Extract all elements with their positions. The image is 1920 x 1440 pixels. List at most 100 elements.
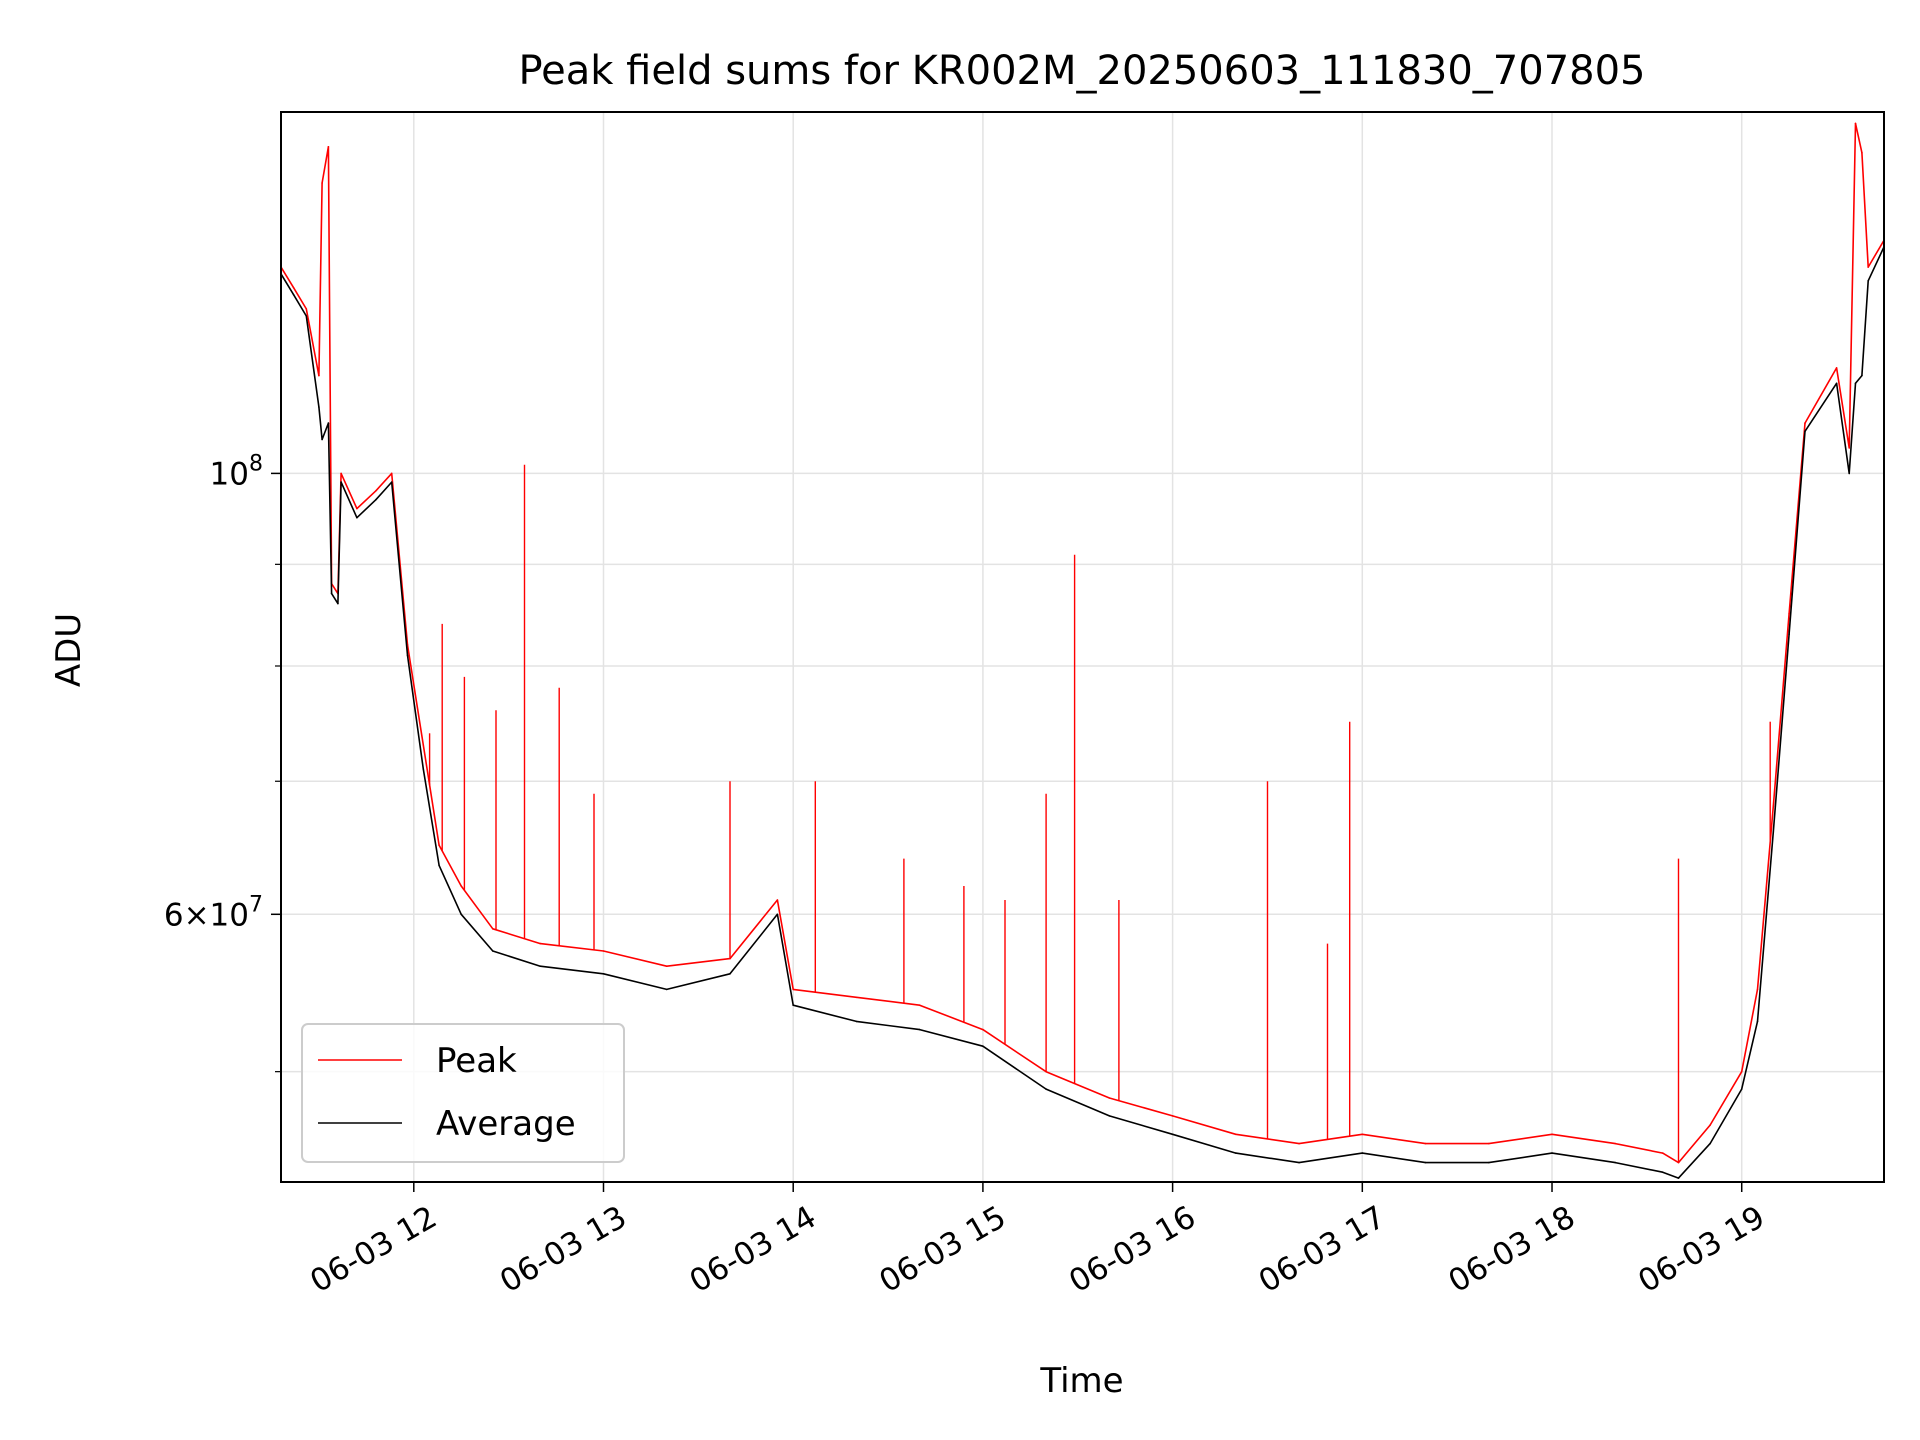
point-peak-29 <box>1235 1133 1237 1136</box>
point-average-40 <box>1756 1020 1759 1023</box>
series-layer <box>281 122 1884 1179</box>
point-peak-13 <box>422 744 425 746</box>
point-peak-42 <box>1788 612 1790 615</box>
point-peak-41 <box>1772 805 1775 808</box>
point-average-25 <box>982 1045 984 1047</box>
point-peak-18 <box>602 950 605 952</box>
point-peak-31 <box>1361 1133 1364 1136</box>
point-average-24 <box>918 1028 921 1031</box>
point-peak-39 <box>1740 1070 1743 1073</box>
chart-title: Peak field sums for KR002M_20250603_1118… <box>518 48 1645 94</box>
y-axis-label: ADU <box>49 613 89 687</box>
point-peak-14 <box>438 844 440 846</box>
point-peak-33 <box>1488 1142 1490 1145</box>
point-peak-3 <box>318 374 320 377</box>
point-average-48 <box>1867 280 1869 282</box>
point-average-6 <box>330 592 333 595</box>
point-average-13 <box>422 768 425 770</box>
point-average-5 <box>327 422 330 424</box>
series-line-average <box>281 246 1884 1179</box>
point-average-3 <box>318 406 320 408</box>
point-peak-15 <box>460 885 463 887</box>
point-average-22 <box>792 1004 794 1006</box>
point-peak-30 <box>1298 1142 1300 1145</box>
point-peak-16 <box>492 928 494 930</box>
point-average-23 <box>855 1020 858 1023</box>
point-peak-17 <box>539 942 542 945</box>
legend: Peak Average <box>301 1023 625 1163</box>
point-average-11 <box>390 481 393 483</box>
point-average-45 <box>1848 472 1850 475</box>
point-peak-24 <box>918 1004 921 1006</box>
point-peak-9 <box>356 507 358 510</box>
point-average-7 <box>337 602 339 605</box>
legend-peak-label: Peak <box>436 1041 517 1081</box>
point-average-21 <box>776 913 779 916</box>
legend-box <box>301 1023 625 1163</box>
point-average-35 <box>1614 1161 1617 1164</box>
point-peak-38 <box>1709 1124 1711 1126</box>
point-average-2 <box>305 315 308 317</box>
point-average-26 <box>1045 1088 1047 1090</box>
point-average-20 <box>729 973 731 975</box>
point-average-10 <box>375 498 377 501</box>
point-average-37 <box>1677 1177 1680 1179</box>
point-average-43 <box>1804 430 1806 433</box>
point-average-41 <box>1772 831 1775 833</box>
point-average-27 <box>1108 1115 1111 1117</box>
point-average-44 <box>1835 382 1838 385</box>
point-peak-40 <box>1756 988 1759 991</box>
point-peak-8 <box>340 472 342 475</box>
y-axis: 108 6×107 <box>164 451 281 1073</box>
point-peak-1 <box>292 286 295 289</box>
legend-average-label: Average <box>436 1104 576 1144</box>
point-peak-34 <box>1551 1133 1553 1136</box>
point-peak-47 <box>1861 151 1863 154</box>
point-average-14 <box>438 864 440 867</box>
point-average-1 <box>292 293 295 296</box>
point-peak-5 <box>327 146 330 148</box>
point-average-18 <box>602 973 605 975</box>
point-average-30 <box>1298 1161 1300 1164</box>
point-peak-44 <box>1835 367 1838 369</box>
point-average-36 <box>1661 1171 1664 1173</box>
point-peak-36 <box>1661 1152 1664 1154</box>
point-average-47 <box>1861 374 1863 377</box>
point-average-8 <box>340 481 342 483</box>
point-average-42 <box>1788 633 1790 635</box>
point-average-32 <box>1424 1161 1427 1164</box>
y-tick-label-0: 108 <box>210 451 263 492</box>
series-group <box>281 122 1884 1179</box>
point-peak-43 <box>1804 422 1806 424</box>
point-peak-48 <box>1867 266 1869 268</box>
point-peak-46 <box>1854 122 1857 125</box>
point-peak-22 <box>792 988 794 991</box>
point-average-33 <box>1488 1161 1490 1164</box>
point-average-9 <box>356 516 358 519</box>
point-peak-19 <box>665 965 668 967</box>
point-average-38 <box>1709 1142 1711 1145</box>
point-peak-28 <box>1171 1115 1174 1117</box>
point-peak-32 <box>1424 1142 1427 1145</box>
y-tick-label-1: 6×107 <box>164 892 263 933</box>
plot-frame <box>280 111 1885 1183</box>
point-average-28 <box>1171 1133 1174 1136</box>
point-average-39 <box>1740 1088 1743 1090</box>
point-average-12 <box>406 654 409 657</box>
x-axis-label: Time <box>1039 1361 1123 1401</box>
point-average-17 <box>539 965 542 967</box>
point-peak-21 <box>776 899 779 901</box>
point-average-29 <box>1235 1152 1237 1154</box>
point-average-19 <box>665 988 668 991</box>
point-average-46 <box>1854 382 1857 385</box>
point-peak-27 <box>1108 1097 1111 1099</box>
point-peak-23 <box>855 996 858 999</box>
point-average-34 <box>1551 1152 1553 1154</box>
point-peak-4 <box>321 182 323 184</box>
point-average-15 <box>460 913 463 916</box>
point-peak-11 <box>390 472 393 475</box>
point-average-4 <box>321 438 323 441</box>
point-average-31 <box>1361 1152 1364 1154</box>
